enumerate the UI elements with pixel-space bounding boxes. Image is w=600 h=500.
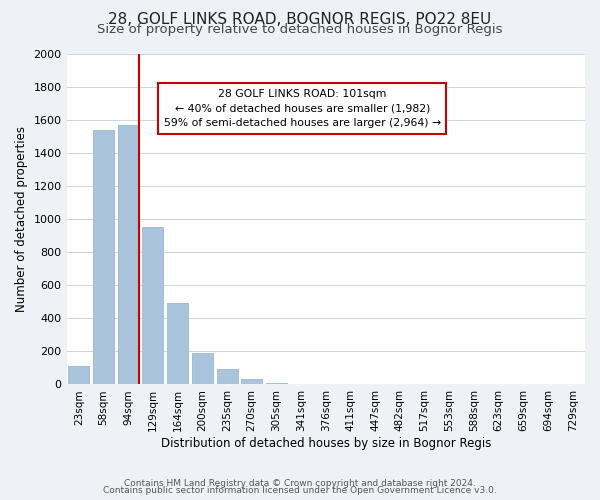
- Text: Contains public sector information licensed under the Open Government Licence v3: Contains public sector information licen…: [103, 486, 497, 495]
- Bar: [266, 383, 287, 384]
- Bar: [167, 304, 188, 384]
- Text: Size of property relative to detached houses in Bognor Regis: Size of property relative to detached ho…: [97, 22, 503, 36]
- Bar: [217, 369, 238, 384]
- Bar: [192, 353, 213, 384]
- Bar: [118, 125, 139, 384]
- Text: 28 GOLF LINKS ROAD: 101sqm
← 40% of detached houses are smaller (1,982)
59% of s: 28 GOLF LINKS ROAD: 101sqm ← 40% of deta…: [164, 88, 441, 128]
- Bar: [142, 228, 163, 384]
- X-axis label: Distribution of detached houses by size in Bognor Regis: Distribution of detached houses by size …: [161, 437, 491, 450]
- Text: Contains HM Land Registry data © Crown copyright and database right 2024.: Contains HM Land Registry data © Crown c…: [124, 478, 476, 488]
- Text: 28, GOLF LINKS ROAD, BOGNOR REGIS, PO22 8EU: 28, GOLF LINKS ROAD, BOGNOR REGIS, PO22 …: [109, 12, 491, 28]
- Bar: [93, 130, 114, 384]
- Y-axis label: Number of detached properties: Number of detached properties: [15, 126, 28, 312]
- Bar: [68, 366, 89, 384]
- Bar: [241, 378, 262, 384]
